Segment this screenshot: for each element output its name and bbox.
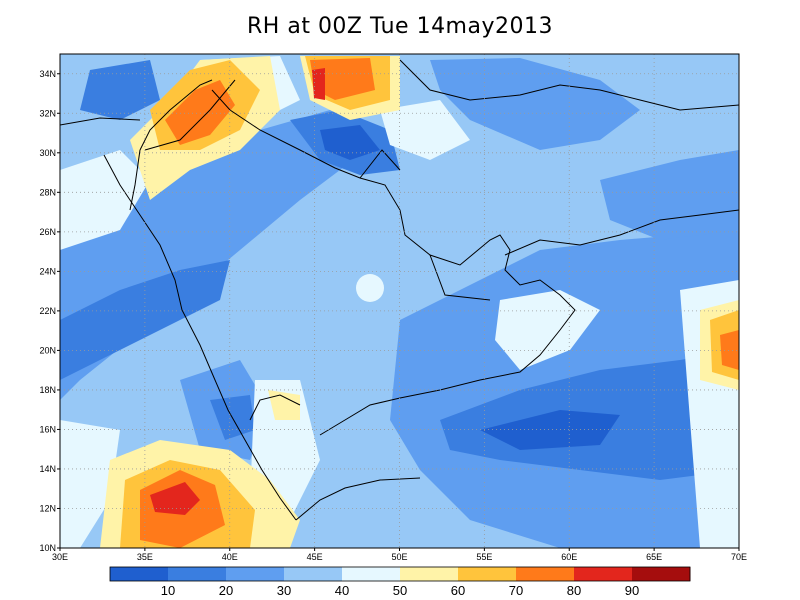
colorbar-swatch	[284, 567, 343, 581]
y-tick-label: 28N	[39, 187, 56, 197]
colorbar-label: 20	[219, 583, 233, 598]
y-tick-labels: 10N 12N 14N 16N 18N 20N 22N 24N 26N 28N 30N 32N 34N	[39, 69, 60, 553]
colorbar-swatch	[342, 567, 401, 581]
y-tick-label: 34N	[39, 69, 56, 79]
y-tick-label: 14N	[39, 464, 56, 474]
y-tick-label: 18N	[39, 385, 56, 395]
y-tick-label: 12N	[39, 503, 56, 513]
colorbar-swatch	[226, 567, 285, 581]
y-tick-label: 22N	[39, 306, 56, 316]
y-tick-label: 20N	[39, 345, 56, 355]
x-tick-label: 65E	[646, 552, 662, 562]
colorbar-label: 10	[161, 583, 175, 598]
x-tick-label: 30E	[52, 552, 68, 562]
y-tick-label: 32N	[39, 108, 56, 118]
x-tick-label: 50E	[391, 552, 407, 562]
colorbar-label: 90	[625, 583, 639, 598]
colorbar-swatch	[400, 567, 459, 581]
colorbar-swatch	[110, 567, 169, 581]
colorbar-label: 60	[451, 583, 465, 598]
x-tick-label: 60E	[561, 552, 577, 562]
y-tick-label: 10N	[39, 543, 56, 553]
colorbar: 10 20 30 40 50 60 70 80 90	[109, 566, 691, 598]
colorbar-swatch	[574, 567, 633, 581]
colorbar-swatch	[632, 567, 691, 581]
colorbar-swatch	[516, 567, 575, 581]
colorbar-label: 80	[567, 583, 581, 598]
x-tick-label: 35E	[137, 552, 153, 562]
x-tick-label: 45E	[307, 552, 323, 562]
x-tick-label: 55E	[476, 552, 492, 562]
colorbar-swatch	[168, 567, 227, 581]
map-title: RH at 00Z Tue 14may2013	[247, 14, 553, 39]
colorbar-frame	[109, 566, 691, 582]
colorbar-label: 50	[393, 583, 407, 598]
colorbar-swatch	[458, 567, 517, 581]
y-tick-label: 30N	[39, 148, 56, 158]
coastlines	[60, 59, 739, 521]
x-tick-labels: 30E 35E 40E 45E 50E 55E 60E 65E 70E	[52, 548, 747, 562]
humidity-field	[60, 54, 739, 548]
x-tick-label: 70E	[731, 552, 747, 562]
x-tick-label: 40E	[222, 552, 238, 562]
y-tick-label: 16N	[39, 424, 56, 434]
colorbar-label: 30	[277, 583, 291, 598]
y-tick-label: 26N	[39, 227, 56, 237]
y-tick-label: 24N	[39, 266, 56, 276]
colorbar-label: 70	[509, 583, 523, 598]
colorbar-label: 40	[335, 583, 349, 598]
